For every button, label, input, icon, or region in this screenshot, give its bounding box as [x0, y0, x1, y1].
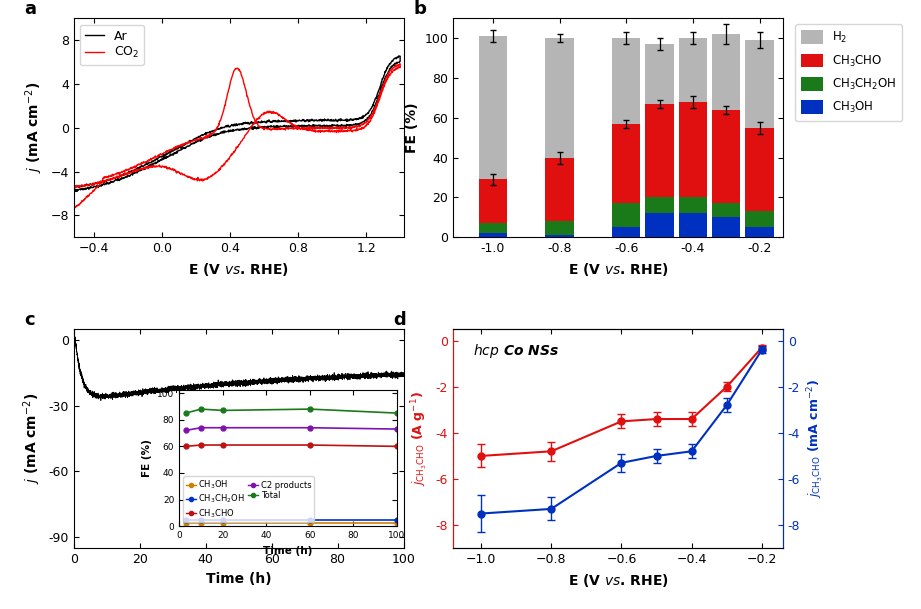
Bar [745, 40, 774, 128]
Bar [745, 128, 774, 211]
Bar [612, 124, 640, 203]
CO$_2$ [394, 60, 405, 68]
CO$_2$ [80, 194, 91, 202]
Bar [646, 213, 674, 238]
Ar [185, 138, 196, 145]
Ar [80, 182, 91, 189]
Bar [646, 44, 674, 104]
Ar [387, 62, 398, 69]
Ar [72, 188, 83, 195]
X-axis label: E (V $vs$. RHE): E (V $vs$. RHE) [567, 571, 669, 588]
Y-axis label: $j_\mathrm{CH_3CHO}$ (mA cm$^{-2}$): $j_\mathrm{CH_3CHO}$ (mA cm$^{-2}$) [806, 379, 826, 498]
Y-axis label: $j$ (mA cm$^{-2}$): $j$ (mA cm$^{-2}$) [23, 82, 45, 174]
Line: Ar: Ar [74, 56, 400, 191]
Ar [271, 123, 282, 130]
CO$_2$ [185, 138, 196, 146]
Y-axis label: FE (%): FE (%) [404, 102, 419, 153]
Legend: Ar, CO$_2$: Ar, CO$_2$ [80, 24, 144, 65]
Ar [68, 183, 79, 191]
Bar [646, 104, 674, 197]
Text: a: a [24, 0, 36, 18]
Bar [712, 217, 740, 238]
Bar [745, 227, 774, 238]
Legend: H$_2$, CH$_3$CHO, CH$_3$CH$_2$OH, CH$_3$OH: H$_2$, CH$_3$CHO, CH$_3$CH$_2$OH, CH$_3$… [796, 24, 903, 121]
CO$_2$ [68, 205, 79, 213]
Bar [612, 38, 640, 124]
Bar [612, 227, 640, 238]
X-axis label: E (V $vs$. RHE): E (V $vs$. RHE) [567, 261, 669, 278]
Bar [545, 158, 574, 221]
Bar [679, 102, 707, 197]
Ar [364, 107, 375, 114]
CO$_2$ [387, 69, 398, 76]
Bar [712, 203, 740, 217]
Bar [712, 110, 740, 203]
Bar [712, 34, 740, 110]
Bar [745, 211, 774, 227]
Ar [68, 187, 79, 194]
Bar [612, 203, 640, 227]
Y-axis label: $j_\mathrm{CH_3CHO}$ (A g$^{-1}$): $j_\mathrm{CH_3CHO}$ (A g$^{-1}$) [410, 391, 430, 486]
Y-axis label: $j$ (mA cm$^{-2}$): $j$ (mA cm$^{-2}$) [21, 393, 43, 484]
Bar [646, 197, 674, 213]
Line: CO$_2$: CO$_2$ [74, 64, 400, 209]
CO$_2$ [68, 183, 79, 191]
Bar [479, 180, 507, 224]
Bar [679, 38, 707, 102]
Text: c: c [24, 311, 35, 329]
CO$_2$ [364, 114, 375, 122]
Bar [479, 36, 507, 180]
Text: b: b [414, 0, 426, 18]
Bar [479, 224, 507, 233]
X-axis label: E (V $vs$. RHE): E (V $vs$. RHE) [188, 261, 289, 278]
CO$_2$ [271, 110, 282, 117]
CO$_2$ [110, 174, 121, 181]
Ar [110, 177, 121, 184]
Bar [545, 38, 574, 158]
Bar [545, 221, 574, 235]
Text: $hcp$ Co NSs: $hcp$ Co NSs [472, 342, 559, 361]
Text: d: d [393, 311, 406, 329]
Ar [394, 52, 405, 60]
X-axis label: Time (h): Time (h) [205, 571, 272, 585]
Bar [679, 197, 707, 213]
Bar [679, 213, 707, 238]
Bar [545, 235, 574, 238]
Bar [479, 233, 507, 238]
